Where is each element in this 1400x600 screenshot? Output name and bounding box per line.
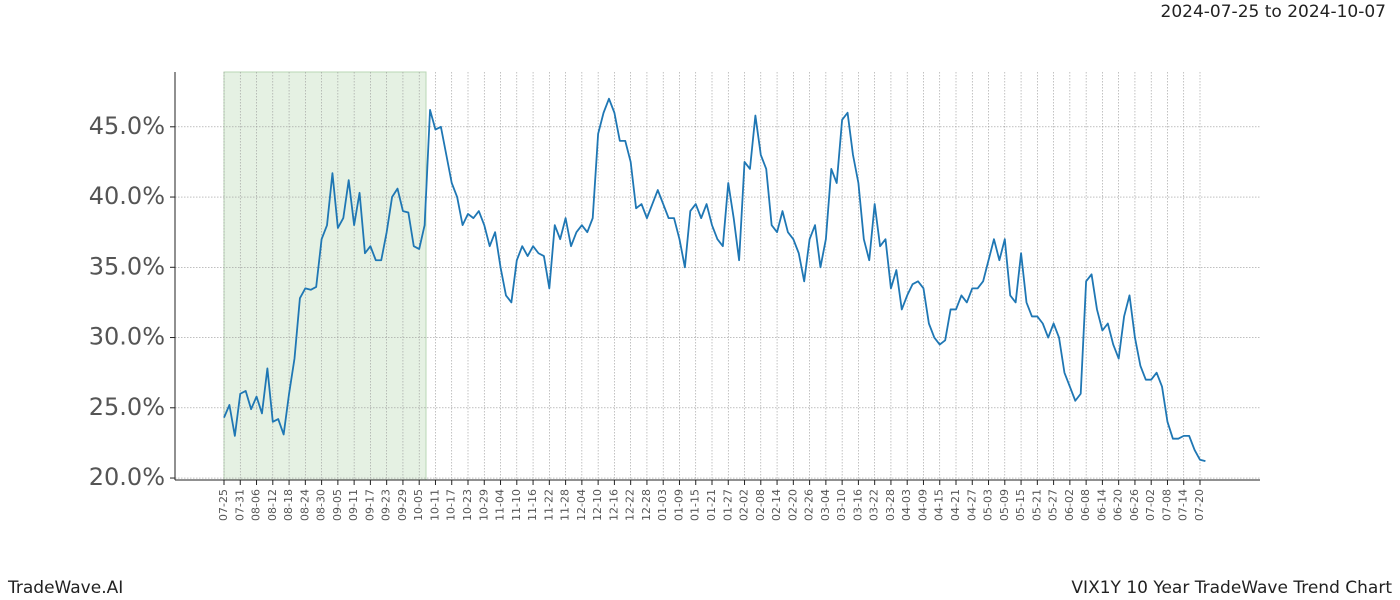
x-tick-label: 10-05 bbox=[412, 489, 425, 521]
x-tick-label: 05-15 bbox=[1014, 489, 1027, 521]
x-tick-label: 09-17 bbox=[363, 489, 376, 521]
x-tick-label: 07-02 bbox=[1144, 489, 1157, 521]
x-tick-label: 12-04 bbox=[575, 489, 588, 521]
x-tick-label: 08-24 bbox=[298, 489, 311, 521]
x-tick-label: 10-17 bbox=[445, 489, 458, 521]
y-tick-label: 40.0% bbox=[89, 182, 165, 210]
x-tick-label: 09-29 bbox=[396, 489, 409, 521]
y-tick-label: 30.0% bbox=[89, 323, 165, 351]
x-tick-label: 05-03 bbox=[982, 489, 995, 521]
x-tick-label: 07-14 bbox=[1177, 489, 1190, 521]
y-tick-label: 20.0% bbox=[89, 463, 165, 491]
x-tick-label: 01-27 bbox=[721, 489, 734, 521]
x-tick-label: 01-15 bbox=[689, 489, 702, 521]
highlight-region bbox=[223, 71, 427, 481]
x-tick-label: 02-02 bbox=[738, 489, 751, 521]
x-tick-label: 08-18 bbox=[282, 489, 295, 521]
x-tick-label: 04-09 bbox=[916, 489, 929, 521]
x-tick-label: 12-22 bbox=[624, 489, 637, 521]
x-tick-label: 11-16 bbox=[526, 489, 539, 521]
x-tick-label: 11-10 bbox=[510, 489, 523, 521]
x-tick-label: 04-27 bbox=[965, 489, 978, 521]
x-tick-label: 02-26 bbox=[803, 489, 816, 521]
x-tick-label: 04-03 bbox=[900, 489, 913, 521]
x-tick-label: 09-05 bbox=[331, 489, 344, 521]
x-tick-label: 04-15 bbox=[933, 489, 946, 521]
x-tick-label: 06-20 bbox=[1112, 489, 1125, 521]
x-tick-label: 11-04 bbox=[494, 489, 507, 521]
x-tick-label: 03-10 bbox=[835, 489, 848, 521]
x-tick-label: 07-08 bbox=[1160, 489, 1173, 521]
y-tick-label: 45.0% bbox=[89, 112, 165, 140]
x-tick-label: 05-27 bbox=[1047, 489, 1060, 521]
x-tick-label: 03-22 bbox=[868, 489, 881, 521]
caption: VIX1Y 10 Year TradeWave Trend Chart bbox=[1071, 578, 1392, 598]
x-tick-label: 01-03 bbox=[656, 489, 669, 521]
x-tick-label: 07-31 bbox=[233, 489, 246, 521]
x-tick-label: 02-08 bbox=[754, 489, 767, 521]
x-tick-label: 06-08 bbox=[1079, 489, 1092, 521]
x-tick-label: 03-16 bbox=[851, 489, 864, 521]
x-tick-label: 06-14 bbox=[1095, 489, 1108, 521]
x-tick-label: 09-23 bbox=[380, 489, 393, 521]
x-tick-label: 08-12 bbox=[266, 489, 279, 521]
y-tick-label: 35.0% bbox=[89, 252, 165, 280]
x-tick-label: 05-09 bbox=[998, 489, 1011, 521]
x-tick-label: 12-16 bbox=[607, 489, 620, 521]
x-tick-label: 12-10 bbox=[591, 489, 604, 521]
x-tick-label: 08-30 bbox=[315, 489, 328, 521]
x-tick-label: 10-11 bbox=[428, 489, 441, 521]
y-tick-label: 25.0% bbox=[89, 393, 165, 421]
x-tick-label: 02-20 bbox=[786, 489, 799, 521]
chart-title: 2024-07-25 to 2024-10-07 bbox=[1161, 2, 1386, 22]
x-tick-label: 08-06 bbox=[250, 489, 263, 521]
x-tick-label: 04-21 bbox=[949, 489, 962, 521]
x-tick-label: 11-28 bbox=[559, 489, 572, 521]
x-tick-label: 10-29 bbox=[477, 489, 490, 521]
x-tick-label: 12-28 bbox=[640, 489, 653, 521]
x-tick-label: 01-09 bbox=[672, 489, 685, 521]
x-tick-label: 06-02 bbox=[1063, 489, 1076, 521]
line-series bbox=[223, 97, 1206, 463]
x-tick-label: 02-14 bbox=[770, 489, 783, 521]
x-tick-label: 05-21 bbox=[1030, 489, 1043, 521]
x-tick-label: 07-20 bbox=[1193, 489, 1206, 521]
x-tick-label: 11-22 bbox=[542, 489, 555, 521]
x-tick-label: 06-26 bbox=[1128, 489, 1141, 521]
brand: TradeWave.AI bbox=[7, 578, 123, 598]
x-tick-label: 01-21 bbox=[705, 489, 718, 521]
x-tick-label: 10-23 bbox=[461, 489, 474, 521]
x-tick-label: 09-11 bbox=[347, 489, 360, 521]
x-tick-label: 07-25 bbox=[217, 489, 230, 521]
x-tick-label: 03-04 bbox=[819, 489, 832, 521]
x-tick-label: 03-28 bbox=[884, 489, 897, 521]
